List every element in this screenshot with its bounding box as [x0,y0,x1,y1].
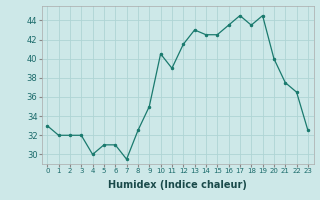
X-axis label: Humidex (Indice chaleur): Humidex (Indice chaleur) [108,180,247,190]
